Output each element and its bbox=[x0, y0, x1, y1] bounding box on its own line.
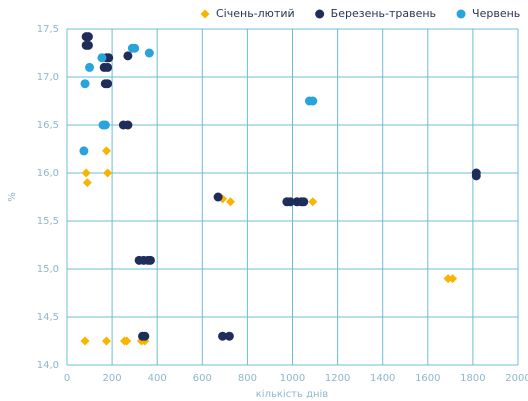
point bbox=[144, 48, 154, 58]
y-tick-label: 17,0 bbox=[37, 72, 59, 83]
point bbox=[104, 53, 114, 63]
y-tick-label: 15,0 bbox=[37, 264, 59, 275]
y-tick-label: 16,0 bbox=[37, 168, 59, 179]
point bbox=[101, 146, 111, 156]
point bbox=[122, 336, 132, 346]
point bbox=[100, 79, 110, 89]
y-tick-label: 15,5 bbox=[37, 216, 59, 227]
x-tick-label: 1800 bbox=[460, 373, 485, 384]
x-axis-title: кількість днів bbox=[256, 388, 329, 400]
point bbox=[80, 336, 90, 346]
x-tick-label: 800 bbox=[238, 373, 257, 384]
y-tick-label: 16,5 bbox=[37, 120, 59, 131]
point bbox=[130, 43, 140, 53]
point bbox=[448, 274, 458, 284]
point bbox=[308, 96, 318, 106]
x-tick-label: 600 bbox=[193, 373, 212, 384]
x-tick-label: 2000 bbox=[505, 373, 528, 384]
point bbox=[225, 197, 235, 207]
point bbox=[81, 168, 91, 178]
point bbox=[103, 168, 113, 178]
point bbox=[140, 331, 150, 341]
point bbox=[97, 53, 107, 63]
point bbox=[83, 32, 93, 42]
point bbox=[123, 51, 133, 61]
point bbox=[82, 178, 92, 188]
point bbox=[285, 197, 295, 207]
point bbox=[83, 40, 93, 50]
x-tick-label: 0 bbox=[64, 373, 70, 384]
legend-marker bbox=[200, 9, 210, 19]
point bbox=[308, 197, 318, 207]
x-tick-label: 1000 bbox=[280, 373, 305, 384]
point bbox=[79, 146, 89, 156]
point bbox=[123, 120, 133, 130]
x-tick-label: 1600 bbox=[415, 373, 440, 384]
point bbox=[213, 192, 223, 202]
y-tick-label: 17,5 bbox=[37, 24, 59, 35]
y-tick-label: 14,0 bbox=[37, 360, 59, 371]
point bbox=[80, 79, 90, 89]
legend: Січень-лютий Березень-травень Червень bbox=[216, 7, 520, 20]
point bbox=[145, 255, 155, 265]
y-axis-title: % bbox=[7, 192, 18, 202]
point bbox=[224, 331, 234, 341]
point bbox=[471, 171, 481, 181]
legend-label: Березень-травень bbox=[331, 7, 436, 20]
point bbox=[443, 274, 453, 284]
x-tick-label: 1400 bbox=[370, 373, 395, 384]
legend-label: Червень bbox=[472, 7, 520, 20]
point bbox=[98, 120, 108, 130]
legend-marker bbox=[315, 9, 325, 19]
y-tick-label: 14,5 bbox=[37, 312, 59, 323]
point bbox=[85, 62, 95, 72]
point bbox=[101, 336, 111, 346]
point bbox=[103, 62, 113, 72]
x-tick-label: 200 bbox=[103, 373, 122, 384]
legend-marker bbox=[456, 9, 466, 19]
point bbox=[299, 197, 309, 207]
legend-label: Січень-лютий bbox=[216, 7, 295, 20]
point bbox=[218, 331, 228, 341]
x-tick-label: 400 bbox=[148, 373, 167, 384]
x-tick-label: 1200 bbox=[325, 373, 350, 384]
